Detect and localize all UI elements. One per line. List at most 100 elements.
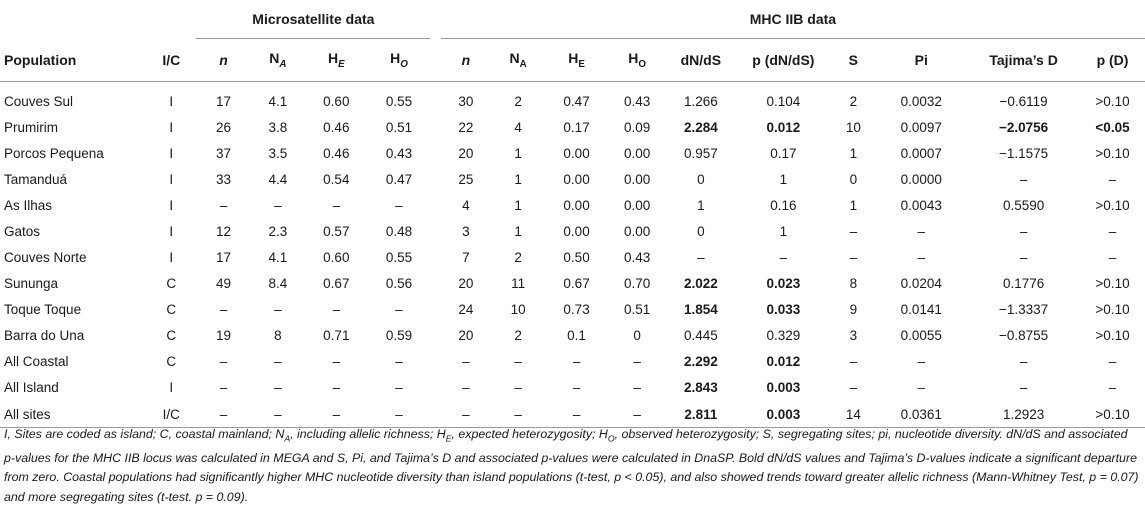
cell-n1: 17 <box>216 93 232 109</box>
cell-he1: 0.67 <box>323 276 350 292</box>
cell-pop: Porcos Pequena <box>4 145 104 161</box>
cell-na1: 4.1 <box>268 250 288 266</box>
col-n-micro: n <box>196 38 251 82</box>
cell-s: 1 <box>849 145 858 161</box>
cell-ho1: 0.48 <box>385 223 413 239</box>
cell-s: 2 <box>849 93 858 109</box>
cell-he1: 0.46 <box>323 119 350 135</box>
cell-he1: – <box>332 197 341 213</box>
cell-tajima: 0.5590 <box>1002 197 1045 213</box>
table-row: All Island I – – – – – – – – 2.843 0.003 – – – – <box>0 375 1145 401</box>
cell-he1: 0.71 <box>323 328 350 344</box>
cell-pop: Barra do Una <box>4 328 85 344</box>
cell-ic: C <box>166 276 177 292</box>
cell-tajima: −0.6119 <box>999 93 1048 109</box>
cell-p-d: >0.10 <box>1095 93 1130 109</box>
cell-he1: 0.46 <box>323 145 350 161</box>
column-header-row: Population I/C n NA HE HO n NA HE HO dN/… <box>0 38 1145 82</box>
cell-pop: Toque Toque <box>4 302 82 318</box>
col-tajima: Tajima’s D <box>967 38 1081 82</box>
cell-na1: 4.4 <box>268 171 288 187</box>
cell-he2: – <box>572 380 581 396</box>
cell-pop: As Ilhas <box>4 197 53 213</box>
col-ho-micro: HO <box>367 38 431 82</box>
cell-p-dnds: 0.033 <box>766 302 801 318</box>
cell-pop: Couves Sul <box>4 93 74 109</box>
cell-ho1: 0.55 <box>385 93 413 109</box>
cell-na1: – <box>274 354 282 370</box>
col-s: S <box>831 38 876 82</box>
cell-s: 3 <box>849 328 858 344</box>
cell-p-dnds: 0.012 <box>766 354 801 370</box>
cell-p-d: >0.10 <box>1095 302 1130 318</box>
col-he-mhc: HE <box>545 38 608 82</box>
cell-n1: – <box>219 197 228 213</box>
cell-n2: 30 <box>458 93 474 109</box>
cell-dnds: 2.292 <box>683 354 718 370</box>
cell-he2: 0.1 <box>567 328 586 344</box>
cell-tajima: −2.0756 <box>999 119 1049 135</box>
cell-na2: – <box>490 401 546 429</box>
cell-he1: 0.60 <box>323 93 350 109</box>
cell-s: – <box>849 380 858 396</box>
col-na-micro: NA <box>250 38 305 82</box>
cell-p-dnds: 0.329 <box>766 328 801 344</box>
cell-na1: – <box>250 401 305 429</box>
cell-tajima: −1.3337 <box>999 302 1049 318</box>
cell-tajima: – <box>1019 171 1028 187</box>
cell-ic: C <box>166 354 177 370</box>
cell-he2: 0.67 <box>563 276 590 292</box>
data-table: Microsatellite data MHC IIB data Populat… <box>0 0 1145 429</box>
cell-dnds: 2.022 <box>683 276 718 292</box>
cell-p-dnds: 0.023 <box>766 276 801 292</box>
cell-n2: 4 <box>462 197 470 213</box>
table-row: Sununga C 49 8.4 0.67 0.56 20 11 0.67 0.70 2.022 0.… <box>0 271 1145 297</box>
cell-ho2: 0.43 <box>624 93 651 109</box>
cell-he1: 0.54 <box>323 171 350 187</box>
cell-ic: I <box>169 197 174 213</box>
cell-s: 9 <box>849 302 858 318</box>
cell-pi: 0.0032 <box>900 93 942 109</box>
cell-p-dnds: 0.003 <box>766 380 801 396</box>
cell-pi: 0.0055 <box>900 328 942 344</box>
cell-pop: Prumirim <box>4 119 58 135</box>
col-p-d: p (D) <box>1080 38 1145 82</box>
cell-he2: 0.00 <box>563 223 590 239</box>
cell-n2: 22 <box>458 119 474 135</box>
cell-n2: – <box>440 401 491 429</box>
cell-pi: 0.0141 <box>900 302 942 318</box>
cell-s: – <box>849 223 858 239</box>
cell-na2: – <box>514 380 522 396</box>
cell-s: 1 <box>849 197 858 213</box>
cell-n1: 19 <box>216 328 232 344</box>
cell-n1: – <box>219 354 228 370</box>
col-ic: I/C <box>146 38 197 82</box>
cell-tajima: −0.8755 <box>999 328 1049 344</box>
col-n-mhc: n <box>440 38 491 82</box>
cell-na1: – <box>274 380 282 396</box>
cell-tajima: – <box>1019 354 1028 370</box>
cell-p-dnds: 0.16 <box>770 197 797 213</box>
cell-p-d: >0.10 <box>1095 328 1130 344</box>
cell-p-dnds: 1 <box>779 171 788 187</box>
cell-pop: Gatos <box>4 223 41 239</box>
cell-pi: 0.0007 <box>900 145 942 161</box>
cell-ho1: 0.56 <box>385 276 413 292</box>
cell-pi: 0.0361 <box>875 401 968 429</box>
cell-n1: 12 <box>216 223 232 239</box>
cell-he2: 0.00 <box>563 145 590 161</box>
table-row: Porcos Pequena I 37 3.5 0.46 0.43 20 1 0.00 0.00 0… <box>0 140 1145 166</box>
cell-ho2: 0.09 <box>624 119 651 135</box>
cell-he2: 0.47 <box>563 93 590 109</box>
cell-pi: – <box>917 223 925 239</box>
cell-dnds: 1 <box>697 197 705 213</box>
cell-p-d: – <box>1108 223 1117 239</box>
cell-ic: C <box>166 302 177 318</box>
table-row: Tamanduá I 33 4.4 0.54 0.47 25 1 0.00 0.00 0 1 0 0.00… <box>0 166 1145 192</box>
cell-n2: – <box>462 354 470 370</box>
col-na-mhc: NA <box>490 38 546 82</box>
cell-ho2: – <box>607 401 667 429</box>
cell-ho1: 0.51 <box>385 119 413 135</box>
cell-p-dnds: 0.003 <box>735 401 832 429</box>
